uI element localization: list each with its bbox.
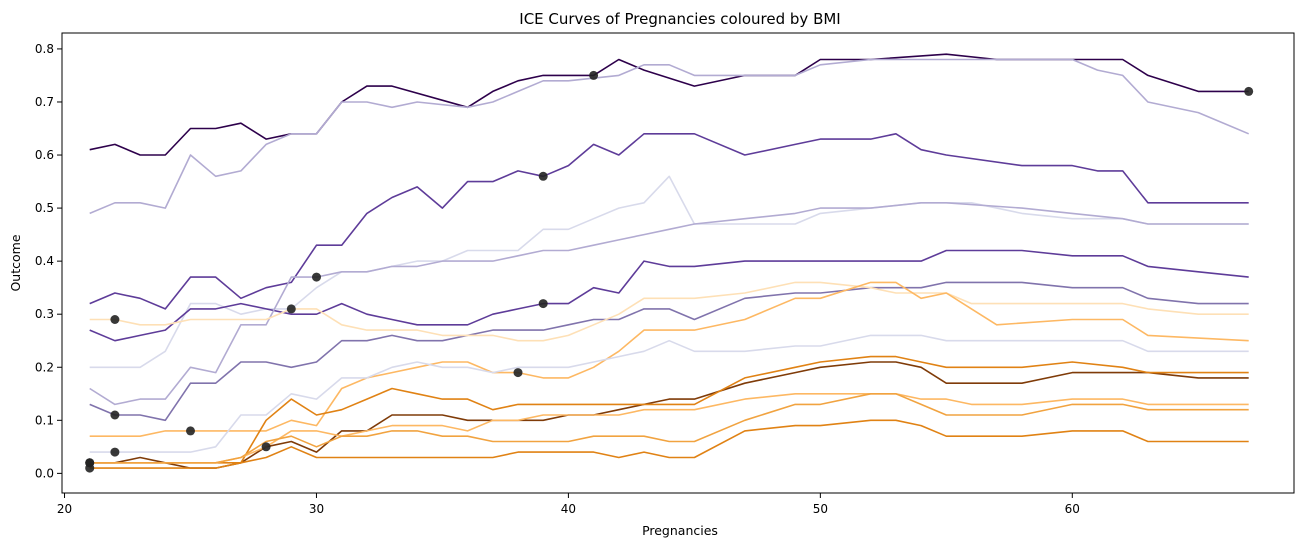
x-tick-label: 40: [561, 502, 576, 516]
ice-curve-14: [89, 392, 1249, 464]
y-tick-label: 0.8: [35, 42, 54, 56]
y-tick-label: 0.1: [35, 413, 54, 427]
ice-curve-1: [89, 53, 1249, 156]
x-tick-label: 50: [813, 502, 828, 516]
ice-curve-5: [89, 249, 1249, 342]
chart-title: ICE Curves of Pregnancies coloured by BM…: [519, 10, 840, 28]
data-point: [110, 447, 120, 457]
ice-curve-9: [89, 281, 1249, 438]
ice-curve-10: [89, 334, 1249, 453]
data-point: [589, 70, 599, 80]
y-axis-label: Outcome: [8, 234, 23, 291]
ice-curve-3: [89, 133, 1249, 310]
data-point: [312, 272, 321, 282]
ice-curve-6: [89, 281, 1249, 422]
ice-curve-12: [89, 355, 1249, 464]
x-tick-label: 60: [1065, 502, 1080, 516]
ice-curve-8: [89, 281, 1249, 342]
series-lines: [89, 53, 1250, 469]
x-tick-label: 20: [57, 502, 72, 516]
plot-frame: [61, 32, 1295, 494]
x-axis-ticks: 20 30 40 50 60: [57, 493, 1080, 516]
data-point: [186, 426, 195, 436]
y-tick-label: 0.5: [35, 201, 54, 215]
y-tick-label: 0.4: [35, 254, 54, 268]
y-tick-label: 0.6: [35, 148, 54, 162]
data-point: [513, 368, 523, 378]
data-point: [261, 442, 271, 452]
data-point: [538, 299, 548, 309]
data-point: [538, 171, 548, 181]
data-point: [286, 304, 296, 314]
y-axis-ticks: 0.0 0.1 0.2 0.3 0.4 0.5 0.6 0.7 0.8: [35, 42, 62, 480]
x-axis-label: Pregnancies: [642, 523, 718, 538]
ice-curve-4: [89, 175, 1249, 369]
ice-points: [85, 70, 1254, 473]
ice-curve-7: [89, 202, 1249, 406]
y-tick-label: 0.3: [35, 307, 54, 321]
y-tick-label: 0.2: [35, 360, 54, 374]
data-point: [110, 410, 120, 420]
ice-curve-2: [89, 58, 1250, 215]
data-point: [1244, 86, 1254, 96]
ice-curve-13: [89, 392, 1249, 464]
y-tick-label: 0.7: [35, 95, 54, 109]
ice-curve-15: [89, 419, 1249, 469]
y-tick-label: 0.0: [35, 466, 54, 480]
data-point: [110, 315, 120, 324]
data-point: [85, 458, 95, 468]
x-tick-label: 30: [309, 502, 324, 516]
